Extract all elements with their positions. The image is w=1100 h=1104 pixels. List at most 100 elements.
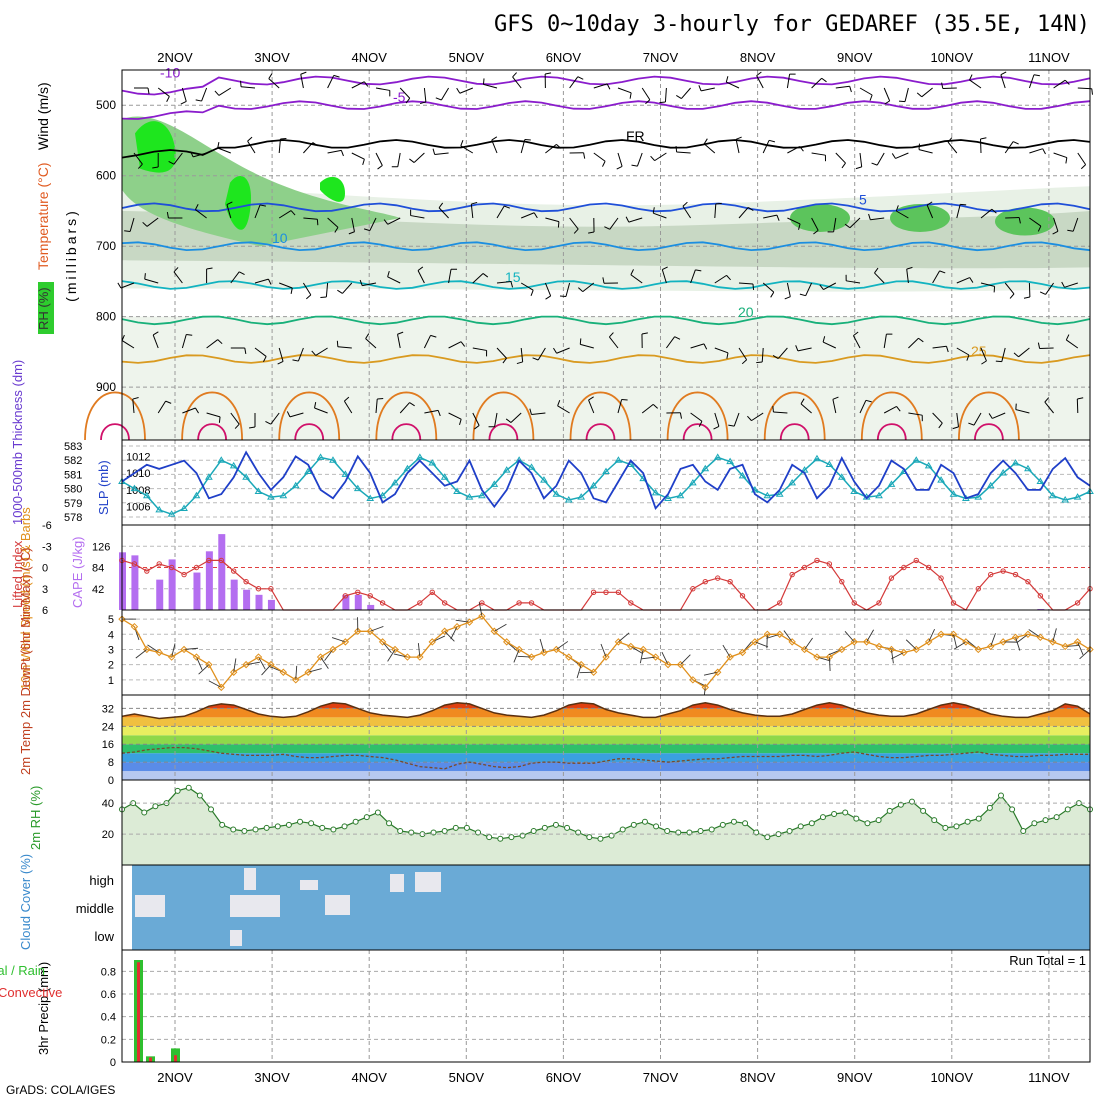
rh-point bbox=[921, 808, 926, 813]
chart-title: GFS 0~10day 3-hourly for GEDAREF (35.5E,… bbox=[494, 12, 1090, 37]
wind-frame bbox=[122, 610, 1090, 695]
rh-point bbox=[175, 788, 180, 793]
cape-tick-label: 84 bbox=[92, 563, 104, 575]
rh-point bbox=[509, 835, 514, 840]
surface-wind-barb bbox=[577, 665, 581, 678]
rh-point bbox=[765, 835, 770, 840]
date-label-top: 11NOV bbox=[1028, 50, 1070, 65]
rh-point bbox=[787, 829, 792, 834]
rh-axis-label-group: RH (%) bbox=[36, 287, 51, 330]
cape-bar bbox=[193, 573, 200, 610]
temperature-band bbox=[122, 744, 1090, 753]
date-label-top: 5NOV bbox=[449, 50, 485, 65]
rh-point bbox=[153, 804, 158, 809]
precip-convective-bar bbox=[149, 1057, 152, 1062]
date-label-top: 4NOV bbox=[351, 50, 387, 65]
wind-barb bbox=[337, 341, 338, 347]
surface-wind-barb bbox=[494, 624, 506, 631]
cloud-axis-label: Cloud Cover (%) bbox=[18, 854, 33, 950]
cape-bar bbox=[256, 595, 263, 610]
rh-point bbox=[342, 824, 347, 829]
date-label-bottom: 4NOV bbox=[351, 1070, 387, 1085]
date-label-bottom: 11NOV bbox=[1028, 1070, 1070, 1085]
wind-barb bbox=[716, 203, 722, 204]
date-label-top: 7NOV bbox=[643, 50, 679, 65]
wind-barb bbox=[558, 222, 559, 228]
rh-point bbox=[398, 829, 403, 834]
cape-bar bbox=[355, 595, 362, 610]
rh-point bbox=[620, 827, 625, 832]
rh-point bbox=[1054, 815, 1059, 820]
wind-barb bbox=[525, 139, 531, 140]
rh-point bbox=[665, 829, 670, 834]
rh-point bbox=[932, 818, 937, 823]
date-label-top: 10NOV bbox=[930, 50, 973, 65]
wind-tick-label: 1 bbox=[108, 675, 114, 687]
li-tick-label: 3 bbox=[42, 584, 48, 596]
cloud-level-label: middle bbox=[76, 901, 114, 916]
rh-point bbox=[698, 829, 703, 834]
rh-point bbox=[743, 821, 748, 826]
rh-point bbox=[731, 819, 736, 824]
wind-speed-line bbox=[122, 616, 1090, 687]
date-label-bottom: 6NOV bbox=[546, 1070, 582, 1085]
wind-barb bbox=[280, 139, 286, 140]
precip-tick-label: 0 bbox=[110, 1057, 116, 1069]
temperature-axis-label: Temperature (°C) bbox=[35, 162, 51, 270]
cape-bar bbox=[218, 534, 225, 610]
wind-barb bbox=[118, 283, 121, 288]
date-label-bottom: 5NOV bbox=[449, 1070, 485, 1085]
wind-tick-label: 5 bbox=[108, 614, 114, 626]
surface-wind-barb bbox=[370, 626, 383, 631]
rh-point bbox=[531, 829, 536, 834]
temp-contour-label: 15 bbox=[505, 269, 521, 285]
cloud-block bbox=[244, 868, 256, 890]
pressure-axis-label-group: (millibars) bbox=[63, 208, 79, 302]
li-tick-label: -3 bbox=[42, 541, 52, 553]
rh-point bbox=[565, 825, 570, 830]
li-tick-label: 0 bbox=[42, 563, 48, 575]
rh-point bbox=[642, 819, 647, 824]
cloud-block bbox=[230, 895, 280, 917]
rh-point bbox=[876, 818, 881, 823]
cape-bar bbox=[243, 590, 250, 610]
rh-point bbox=[1065, 807, 1070, 812]
surface-wind-barb bbox=[325, 649, 333, 660]
surface-wind-barb bbox=[332, 638, 345, 642]
cloud-block bbox=[300, 880, 318, 890]
temperature-band bbox=[122, 735, 1090, 744]
date-label-top: 3NOV bbox=[254, 50, 290, 65]
wind-tick-label: 2 bbox=[108, 660, 114, 672]
wind-barb bbox=[320, 297, 326, 298]
wind-barb bbox=[219, 417, 220, 423]
rh-shade-moist bbox=[890, 204, 950, 232]
date-label-bottom: 8NOV bbox=[740, 1070, 776, 1085]
date-label-top: 8NOV bbox=[740, 50, 776, 65]
rh-point bbox=[598, 836, 603, 841]
rh-point bbox=[854, 816, 859, 821]
rh-point bbox=[186, 785, 191, 790]
date-label-bottom: 9NOV bbox=[837, 1070, 873, 1085]
rh-point bbox=[231, 827, 236, 832]
rh-point bbox=[286, 822, 291, 827]
rh-point bbox=[843, 810, 848, 815]
rh-point bbox=[654, 824, 659, 829]
rh-point bbox=[298, 819, 303, 824]
pressure-tick-label: 800 bbox=[96, 310, 116, 324]
rh-point bbox=[832, 812, 837, 817]
cloud-block bbox=[325, 895, 350, 915]
wind-barb bbox=[124, 231, 130, 232]
cape-tick-label: 42 bbox=[92, 584, 104, 596]
rh-point bbox=[965, 819, 970, 824]
temp-tick-label: 0 bbox=[108, 775, 114, 787]
temperature-band bbox=[122, 771, 1090, 780]
rh-point bbox=[820, 815, 825, 820]
wind-barb bbox=[753, 284, 754, 290]
precip-legend-convective: Convective bbox=[0, 985, 62, 1000]
date-label-top: 9NOV bbox=[837, 50, 873, 65]
rh-point bbox=[453, 825, 458, 830]
wind-barb bbox=[580, 338, 581, 344]
surface-wind-barb bbox=[723, 645, 730, 657]
slp-tick-label: 1006 bbox=[126, 502, 150, 514]
li-tick-label: 6 bbox=[42, 605, 48, 617]
